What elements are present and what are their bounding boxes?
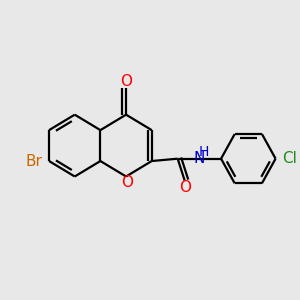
Text: Br: Br	[25, 154, 42, 169]
Text: O: O	[180, 180, 192, 195]
Text: O: O	[120, 74, 132, 89]
Text: O: O	[121, 176, 133, 190]
Text: Cl: Cl	[282, 151, 297, 166]
Text: H: H	[199, 145, 209, 159]
Text: N: N	[194, 151, 205, 166]
